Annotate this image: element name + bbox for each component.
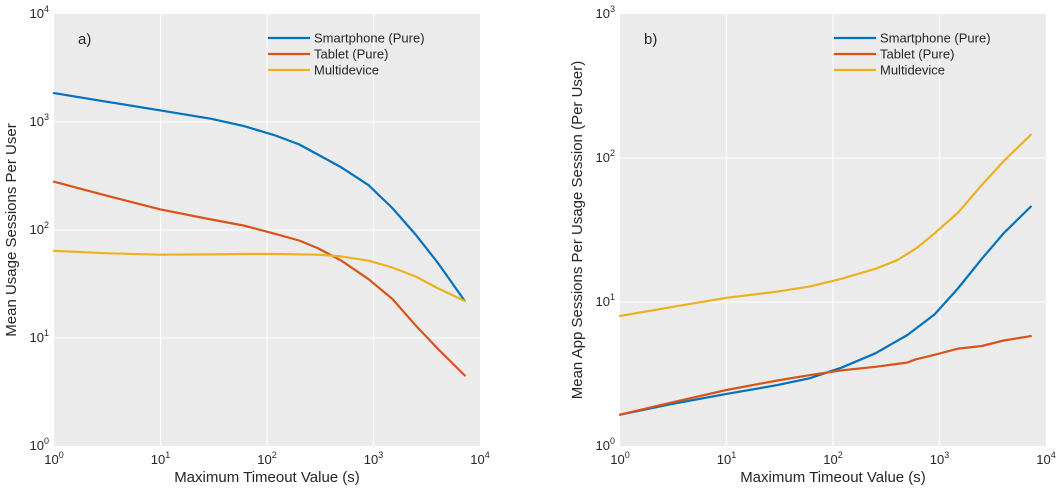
y-tick-label: 100 xyxy=(30,436,49,453)
panel-label: b) xyxy=(644,31,657,48)
legend-label-tablet: Tablet (Pure) xyxy=(314,47,388,62)
x-tick-label: 101 xyxy=(151,450,170,467)
series-line-smartphone xyxy=(618,205,1032,416)
y-axis-label: Mean Usage Sessions Per User xyxy=(3,123,20,336)
legend-label-smartphone: Smartphone (Pure) xyxy=(314,31,425,46)
x-tick-label: 102 xyxy=(257,450,276,467)
y-tick-label: 102 xyxy=(30,220,49,237)
y-tick-label: 103 xyxy=(596,4,615,21)
legend-label-multidevice: Multidevice xyxy=(880,63,945,78)
legend-label-smartphone: Smartphone (Pure) xyxy=(880,31,991,46)
y-tick-label: 101 xyxy=(596,292,615,309)
y-tick-label: 103 xyxy=(30,112,49,129)
y-tick-label: 104 xyxy=(30,4,49,21)
x-tick-label: 104 xyxy=(1036,450,1055,467)
x-tick-label: 100 xyxy=(610,450,629,467)
y-tick-label: 101 xyxy=(30,328,49,345)
panel-label: a) xyxy=(78,31,91,48)
x-tick-label: 103 xyxy=(364,450,383,467)
series-line-multidevice xyxy=(618,133,1032,318)
series-line-multidevice xyxy=(52,249,466,303)
x-tick-label: 101 xyxy=(717,450,736,467)
x-axis-label: Maximum Timeout Value (s) xyxy=(740,469,926,486)
chart-a: 100 101 102 103 104 100 101 102 103 104 Maximum Ti… xyxy=(3,4,490,486)
series-line-smartphone xyxy=(52,91,466,303)
y-tick-label: 102 xyxy=(596,148,615,165)
legend-label-tablet: Tablet (Pure) xyxy=(880,47,954,62)
series-line-tablet xyxy=(618,335,1032,416)
x-tick-label: 103 xyxy=(930,450,949,467)
x-tick-label: 104 xyxy=(470,450,489,467)
x-axis-label: Maximum Timeout Value (s) xyxy=(174,469,360,486)
series-line-tablet xyxy=(52,180,466,377)
y-tick-label: 100 xyxy=(596,436,615,453)
y-axis-label: Mean App Sessions Per Usage Session (Per… xyxy=(569,61,586,400)
x-tick-label: 100 xyxy=(44,450,63,467)
legend-label-multidevice: Multidevice xyxy=(314,63,379,78)
x-tick-label: 102 xyxy=(823,450,842,467)
